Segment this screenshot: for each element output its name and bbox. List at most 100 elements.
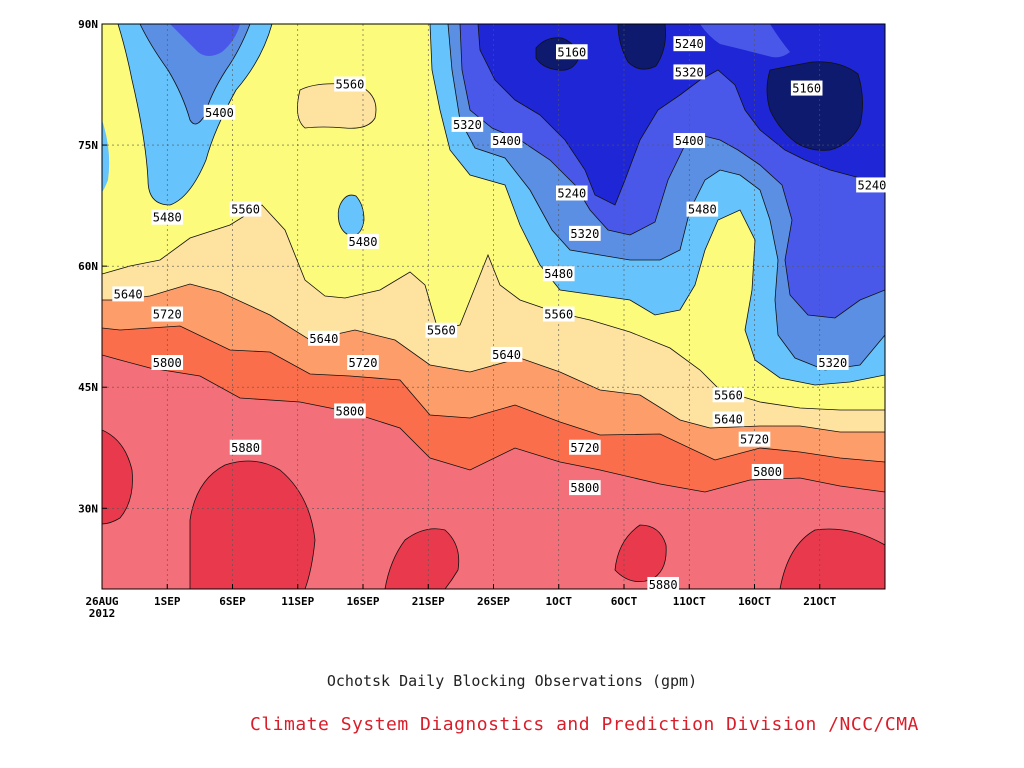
svg-text:5240: 5240 xyxy=(557,187,586,201)
svg-text:5800: 5800 xyxy=(570,481,599,495)
contour-label: 5240 xyxy=(856,177,888,193)
x-tick-label: 21SEP xyxy=(412,595,445,608)
contour-label: 5720 xyxy=(347,355,379,370)
contour-label: 5640 xyxy=(112,286,144,302)
x-tick-label: 26AUG xyxy=(85,595,118,608)
x-tick-label: 21OCT xyxy=(803,595,836,608)
contour-label: 5160 xyxy=(790,80,823,96)
svg-text:5640: 5640 xyxy=(492,348,521,362)
contour-label: 5560 xyxy=(712,387,745,403)
contour-label: 5320 xyxy=(673,64,706,80)
contour-label: 5880 xyxy=(229,439,262,455)
svg-text:5720: 5720 xyxy=(570,441,599,455)
contour-label: 5400 xyxy=(673,133,706,149)
svg-text:5560: 5560 xyxy=(427,324,456,338)
contour-label: 5320 xyxy=(569,225,601,241)
x-tick-label: 26SEP xyxy=(477,595,510,608)
chart-caption: Ochotsk Daily Blocking Observations (gpm… xyxy=(326,672,698,690)
contour-label: 5640 xyxy=(308,330,340,346)
fill-above-5880-a xyxy=(102,430,133,524)
contour-label: 5480 xyxy=(347,233,379,249)
svg-text:5640: 5640 xyxy=(114,287,143,301)
svg-text:5320: 5320 xyxy=(675,65,704,79)
contour-label: 5480 xyxy=(686,201,719,217)
svg-text:5400: 5400 xyxy=(492,134,521,148)
fill-island-5480 xyxy=(338,195,364,236)
y-tick-label: 75N xyxy=(78,139,98,152)
contour-label: 5800 xyxy=(334,403,366,419)
contour-label: 5480 xyxy=(542,266,575,282)
contour-labels: 5160 5160 5240 5240 5240 5320 5320 5320 5320 5400… xyxy=(112,36,888,592)
contour-label: 5800 xyxy=(569,480,601,496)
svg-text:5880: 5880 xyxy=(231,441,260,455)
svg-text:5560: 5560 xyxy=(714,388,743,402)
svg-text:5240: 5240 xyxy=(675,37,704,51)
x-tick-label: 1OCT xyxy=(546,595,573,608)
fill-above-5880-c xyxy=(385,528,459,589)
x-tick-label: 16OCT xyxy=(738,595,771,608)
svg-text:5720: 5720 xyxy=(153,308,182,322)
contour-label: 5320 xyxy=(817,355,849,370)
contour-label: 5240 xyxy=(673,36,706,52)
contour-label: 5640 xyxy=(490,346,523,362)
contour-label: 5720 xyxy=(151,306,184,322)
x-tick-label: 11SEP xyxy=(281,595,314,608)
x-tick-label: 11OCT xyxy=(673,595,706,608)
y-tick-label: 90N xyxy=(78,18,98,31)
svg-text:5800: 5800 xyxy=(753,465,782,479)
svg-text:5320: 5320 xyxy=(453,118,482,132)
x-tick-label: 16SEP xyxy=(346,595,379,608)
fill-above-5880-b xyxy=(190,461,315,589)
contour-label: 5320 xyxy=(451,116,484,132)
contour-label: 5560 xyxy=(229,201,262,217)
svg-text:5640: 5640 xyxy=(309,332,338,346)
svg-text:5720: 5720 xyxy=(740,433,769,447)
contour-label: 5720 xyxy=(738,431,771,447)
contour-label: 5480 xyxy=(151,209,184,225)
fill-below-5160-b xyxy=(618,24,666,70)
contour-label: 5800 xyxy=(151,355,184,370)
contour-label: 5240 xyxy=(556,185,588,201)
svg-text:5560: 5560 xyxy=(544,308,573,322)
contour-label: 5640 xyxy=(712,411,745,427)
y-axis: 30N 45N 60N 75N 90N xyxy=(78,18,107,515)
svg-text:5480: 5480 xyxy=(349,235,378,249)
fill-below-5160-c xyxy=(767,61,863,151)
svg-text:5400: 5400 xyxy=(205,106,234,120)
svg-text:5800: 5800 xyxy=(335,404,364,418)
contour-label: 5160 xyxy=(556,44,588,60)
svg-text:5320: 5320 xyxy=(570,227,599,241)
svg-text:5560: 5560 xyxy=(335,78,364,92)
x-tick-label: 2012 xyxy=(89,607,116,620)
contour-label: 5400 xyxy=(203,104,236,120)
svg-text:5480: 5480 xyxy=(153,211,182,225)
y-tick-label: 30N xyxy=(78,502,98,515)
contour-label: 5560 xyxy=(542,306,575,322)
svg-text:5640: 5640 xyxy=(714,413,743,427)
svg-text:5720: 5720 xyxy=(349,356,378,370)
contour-label: 5800 xyxy=(751,463,784,479)
svg-text:5160: 5160 xyxy=(557,45,586,59)
svg-text:5240: 5240 xyxy=(857,178,886,192)
contour-label: 5720 xyxy=(569,439,601,455)
fill-island-5560 xyxy=(297,83,376,129)
x-tick-label: 6SEP xyxy=(219,595,246,608)
y-tick-label: 45N xyxy=(78,381,98,394)
fill-5400-5480-left-edge xyxy=(102,120,110,192)
fill-5240-5320-left xyxy=(170,24,240,56)
svg-text:5880: 5880 xyxy=(649,578,678,592)
fill-above-5880-d xyxy=(615,525,667,582)
y-tick-label: 60N xyxy=(78,260,98,273)
svg-text:5480: 5480 xyxy=(688,203,717,217)
svg-text:5160: 5160 xyxy=(792,82,821,96)
svg-text:5800: 5800 xyxy=(153,356,182,370)
fill-above-5880-e xyxy=(780,529,885,589)
contour-label: 5880 xyxy=(647,576,679,592)
svg-text:5320: 5320 xyxy=(818,356,847,370)
contour-label: 5400 xyxy=(490,133,523,149)
svg-text:5480: 5480 xyxy=(544,267,573,281)
x-tick-label: 6OCT xyxy=(611,595,638,608)
grid-lines xyxy=(102,24,885,589)
x-tick-label: 1SEP xyxy=(154,595,181,608)
